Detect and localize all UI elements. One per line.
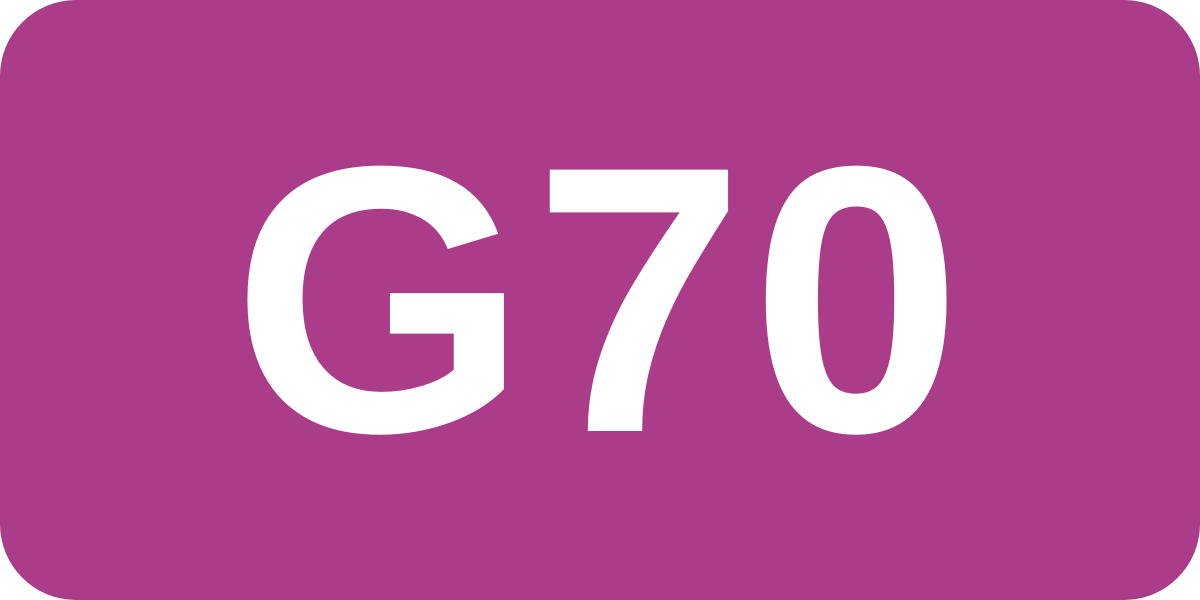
route-code-label: G70	[231, 87, 969, 512]
